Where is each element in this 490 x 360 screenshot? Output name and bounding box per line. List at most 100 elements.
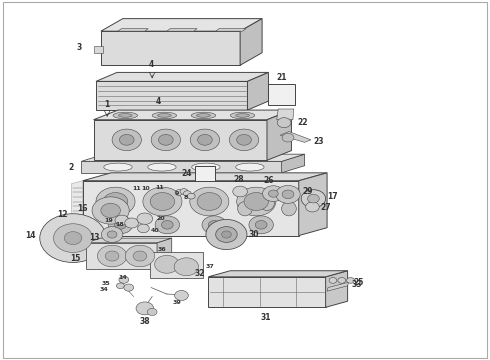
Polygon shape: [81, 154, 305, 161]
Text: 13: 13: [89, 233, 99, 242]
Circle shape: [306, 202, 319, 212]
Ellipse shape: [148, 163, 176, 171]
Circle shape: [120, 134, 134, 145]
Circle shape: [190, 187, 229, 216]
Circle shape: [174, 258, 198, 276]
Polygon shape: [86, 238, 172, 243]
Polygon shape: [280, 132, 311, 142]
Polygon shape: [94, 110, 292, 120]
Text: 32: 32: [195, 269, 205, 278]
Text: 34: 34: [99, 287, 108, 292]
Polygon shape: [96, 81, 247, 110]
Circle shape: [64, 231, 82, 244]
Text: 27: 27: [321, 203, 331, 212]
Ellipse shape: [236, 163, 264, 171]
Polygon shape: [267, 110, 292, 160]
Text: 17: 17: [327, 192, 338, 201]
Text: 15: 15: [70, 255, 80, 264]
Circle shape: [197, 193, 221, 211]
Circle shape: [112, 129, 142, 150]
Circle shape: [155, 255, 179, 273]
Circle shape: [208, 221, 220, 229]
Text: 38: 38: [140, 317, 150, 326]
Text: 28: 28: [234, 175, 245, 184]
Circle shape: [161, 221, 173, 229]
Text: 24: 24: [182, 169, 192, 178]
Circle shape: [155, 216, 179, 234]
Text: 29: 29: [303, 187, 313, 196]
Text: 21: 21: [276, 73, 287, 82]
Text: 20: 20: [156, 216, 165, 221]
Circle shape: [125, 218, 139, 228]
Circle shape: [101, 203, 121, 218]
Text: 11: 11: [156, 185, 164, 190]
Ellipse shape: [158, 114, 171, 117]
Circle shape: [159, 134, 173, 145]
Circle shape: [308, 194, 319, 203]
Circle shape: [180, 189, 188, 194]
Text: 11: 11: [133, 186, 142, 191]
Circle shape: [150, 193, 174, 211]
Circle shape: [183, 191, 191, 197]
Text: 4: 4: [148, 60, 154, 69]
Circle shape: [117, 283, 124, 289]
Text: 23: 23: [314, 137, 324, 146]
Text: 39: 39: [172, 300, 181, 305]
Text: 16: 16: [77, 204, 88, 213]
Circle shape: [206, 220, 247, 249]
Polygon shape: [94, 45, 103, 53]
Ellipse shape: [230, 112, 255, 119]
Circle shape: [136, 302, 154, 315]
Circle shape: [133, 251, 147, 261]
Circle shape: [92, 197, 129, 224]
Polygon shape: [94, 120, 267, 160]
Text: 10: 10: [141, 186, 150, 191]
Circle shape: [282, 134, 294, 142]
Polygon shape: [282, 154, 305, 173]
Circle shape: [277, 118, 291, 128]
Text: 12: 12: [58, 210, 68, 219]
Text: 31: 31: [260, 313, 271, 322]
Polygon shape: [299, 173, 327, 235]
Bar: [195, 166, 215, 181]
Ellipse shape: [191, 112, 216, 119]
Circle shape: [147, 309, 157, 316]
Ellipse shape: [119, 114, 132, 117]
Text: 26: 26: [263, 176, 274, 185]
Polygon shape: [208, 277, 326, 307]
Circle shape: [101, 226, 123, 242]
Text: 33: 33: [351, 280, 362, 289]
Circle shape: [244, 193, 269, 211]
Polygon shape: [101, 19, 262, 31]
Polygon shape: [150, 252, 203, 278]
Ellipse shape: [104, 163, 132, 171]
Circle shape: [329, 278, 337, 283]
Text: 36: 36: [158, 247, 166, 252]
Polygon shape: [86, 243, 157, 269]
Circle shape: [151, 129, 180, 150]
Ellipse shape: [236, 114, 249, 117]
Text: 35: 35: [102, 282, 111, 287]
Polygon shape: [216, 29, 246, 31]
Polygon shape: [83, 181, 299, 235]
Circle shape: [255, 221, 267, 229]
Text: 22: 22: [298, 118, 308, 127]
Text: 40: 40: [151, 228, 160, 233]
Circle shape: [221, 231, 231, 238]
Text: 8: 8: [184, 195, 188, 201]
Polygon shape: [96, 72, 269, 81]
Text: 30: 30: [249, 230, 259, 239]
Circle shape: [282, 190, 294, 199]
Circle shape: [138, 224, 149, 233]
Polygon shape: [240, 19, 262, 65]
Text: 2: 2: [69, 163, 74, 172]
Circle shape: [124, 284, 134, 291]
Ellipse shape: [113, 112, 138, 119]
Circle shape: [237, 134, 251, 145]
Circle shape: [338, 278, 345, 283]
Circle shape: [249, 216, 273, 234]
Circle shape: [115, 215, 129, 225]
Polygon shape: [118, 29, 148, 31]
Circle shape: [175, 190, 183, 195]
Circle shape: [107, 231, 117, 238]
